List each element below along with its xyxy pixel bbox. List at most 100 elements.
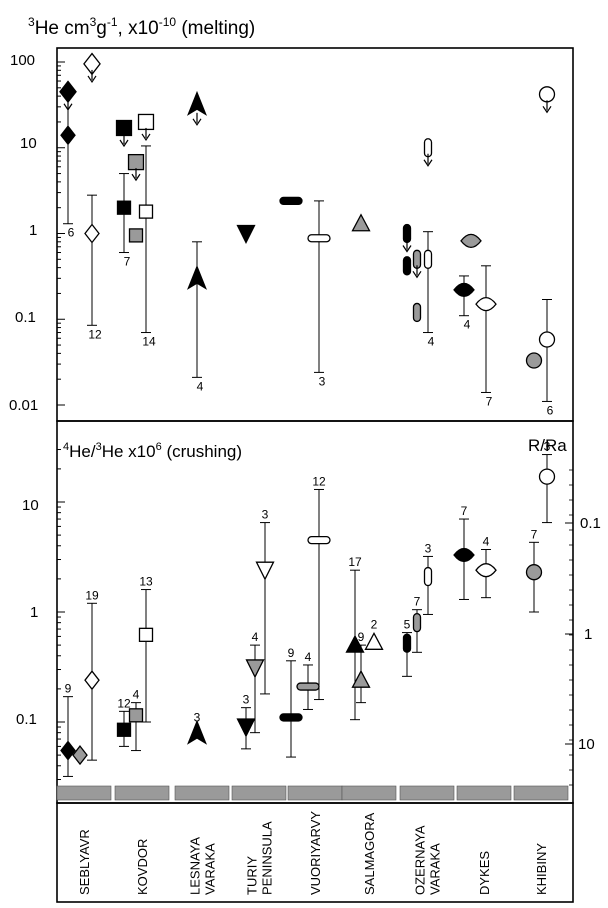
data-point: 13 [138, 575, 154, 723]
data-point: 6 [60, 91, 76, 240]
location-labels: SEBLYAVR KOVDOR LESNAYAVARAKA TURIYPENINSUL… [77, 811, 549, 895]
data-point: 4 [128, 688, 144, 752]
data-point [83, 52, 101, 83]
pill-marker [423, 566, 433, 587]
location-label-line: VUORIYARVY [308, 811, 323, 895]
right-axis-title: R/Ra [528, 436, 567, 455]
data-point: 3 [187, 711, 207, 745]
square-marker [127, 153, 145, 171]
location-label: SALMAGORA [362, 812, 377, 895]
data-point: 2 [364, 617, 384, 650]
location-label-line: TURIY [245, 856, 260, 895]
right-axis-tick-label: 0.1 [580, 515, 601, 532]
sample-count-label: 19 [85, 588, 99, 602]
data-point: 6 [538, 298, 556, 417]
bar-marker [279, 713, 303, 722]
location-bar [341, 785, 397, 801]
data-point: 4 [423, 231, 435, 349]
triangle-down-marker [245, 659, 265, 679]
pill-marker [402, 633, 412, 653]
bar-marker [307, 535, 331, 545]
sample-count-label: 12 [312, 474, 326, 488]
data-point: 5 [402, 618, 412, 677]
bottom-chart-title: 4He/3He x106 (crushing) [63, 441, 242, 461]
location-label: OZERNAYAVARAKA [413, 825, 443, 895]
location-label-line: DYKES [477, 851, 492, 895]
triangle-down-marker [255, 561, 275, 581]
pill-marker [412, 302, 422, 323]
sample-count-label: 14 [142, 335, 156, 349]
triangle-down-marker [236, 718, 256, 738]
square-marker [116, 200, 132, 215]
sample-count-label: 3 [243, 693, 250, 707]
sample-count-label: 4 [197, 379, 204, 393]
data-point [187, 90, 207, 126]
data-point: 3 [423, 541, 433, 615]
data-point: 4 [187, 241, 207, 393]
data-point [137, 113, 155, 142]
location-bars [56, 785, 569, 801]
upper-limit-arrowhead [412, 270, 422, 279]
location-bar [456, 785, 512, 801]
diamond-marker [84, 223, 100, 244]
location-label: SEBLYAVR [77, 829, 92, 895]
data-point: 9 [60, 682, 76, 777]
sample-count-label: 6 [547, 403, 554, 417]
data-point [423, 138, 433, 167]
data-point: 14 [138, 145, 156, 349]
top-y-tick-label: 0.01 [9, 397, 38, 414]
data-point: 7 [475, 265, 497, 408]
data-point [127, 153, 145, 182]
location-label-line: VARAKA [203, 843, 218, 895]
axis-ticks [57, 61, 573, 786]
triangle-up-marker [364, 631, 384, 650]
data-point [412, 302, 422, 323]
location-bar [513, 785, 569, 801]
data-point: 3 [255, 508, 275, 695]
data-point: 19 [84, 588, 100, 761]
pill-marker [402, 256, 412, 276]
triangle-up-marker [345, 634, 365, 653]
sample-count-label: 7 [531, 527, 538, 541]
sample-count-label: 13 [139, 575, 153, 589]
data-point [402, 223, 412, 253]
location-label-line: SALMAGORA [362, 812, 377, 895]
arrowhead-marker [187, 264, 207, 290]
sample-count-label: 3 [319, 374, 326, 388]
diamond-marker [84, 670, 100, 691]
square-marker [138, 204, 154, 219]
upper-limit-arrowhead [87, 75, 97, 83]
sample-count-label: 7 [414, 595, 421, 609]
data-point: 7 [116, 173, 132, 269]
sample-count-label: 12 [88, 327, 102, 341]
data-point: 12 [84, 194, 102, 341]
location-bar [114, 785, 170, 801]
triangle-up-marker [351, 669, 371, 688]
data-point: 9 [279, 646, 303, 758]
location-label-line: VARAKA [428, 843, 443, 895]
sample-count-label: 7 [486, 394, 493, 408]
location-label: KOVDOR [135, 839, 150, 895]
sample-count-label: 4 [252, 630, 259, 644]
location-label-line: KOVDOR [135, 839, 150, 895]
lens-marker [460, 233, 482, 249]
sample-count-label: 3 [194, 711, 201, 725]
location-label-line: OZERNAYA [413, 825, 428, 895]
data-point [351, 213, 371, 232]
triangle-up-marker [351, 213, 371, 232]
top-y-tick-label: 100 [10, 52, 35, 69]
location-bar [399, 785, 455, 801]
lens-marker [475, 297, 497, 312]
sample-count-label: 3 [425, 541, 432, 555]
data-point [460, 233, 482, 249]
location-label-line: PENINSULA [260, 821, 275, 895]
top-plot-points: 6 12 7 14 4 3 4 4 7 6 [59, 52, 556, 417]
data-point: 12 [116, 696, 132, 747]
sample-count-label: 4 [428, 335, 435, 349]
square-marker [137, 113, 155, 131]
location-label-line: LESNAYA [188, 837, 203, 895]
sample-count-label: 4 [464, 318, 471, 332]
circle-marker [525, 352, 543, 369]
sample-count-label: 4 [483, 534, 490, 548]
sample-count-label: 7 [124, 255, 131, 269]
